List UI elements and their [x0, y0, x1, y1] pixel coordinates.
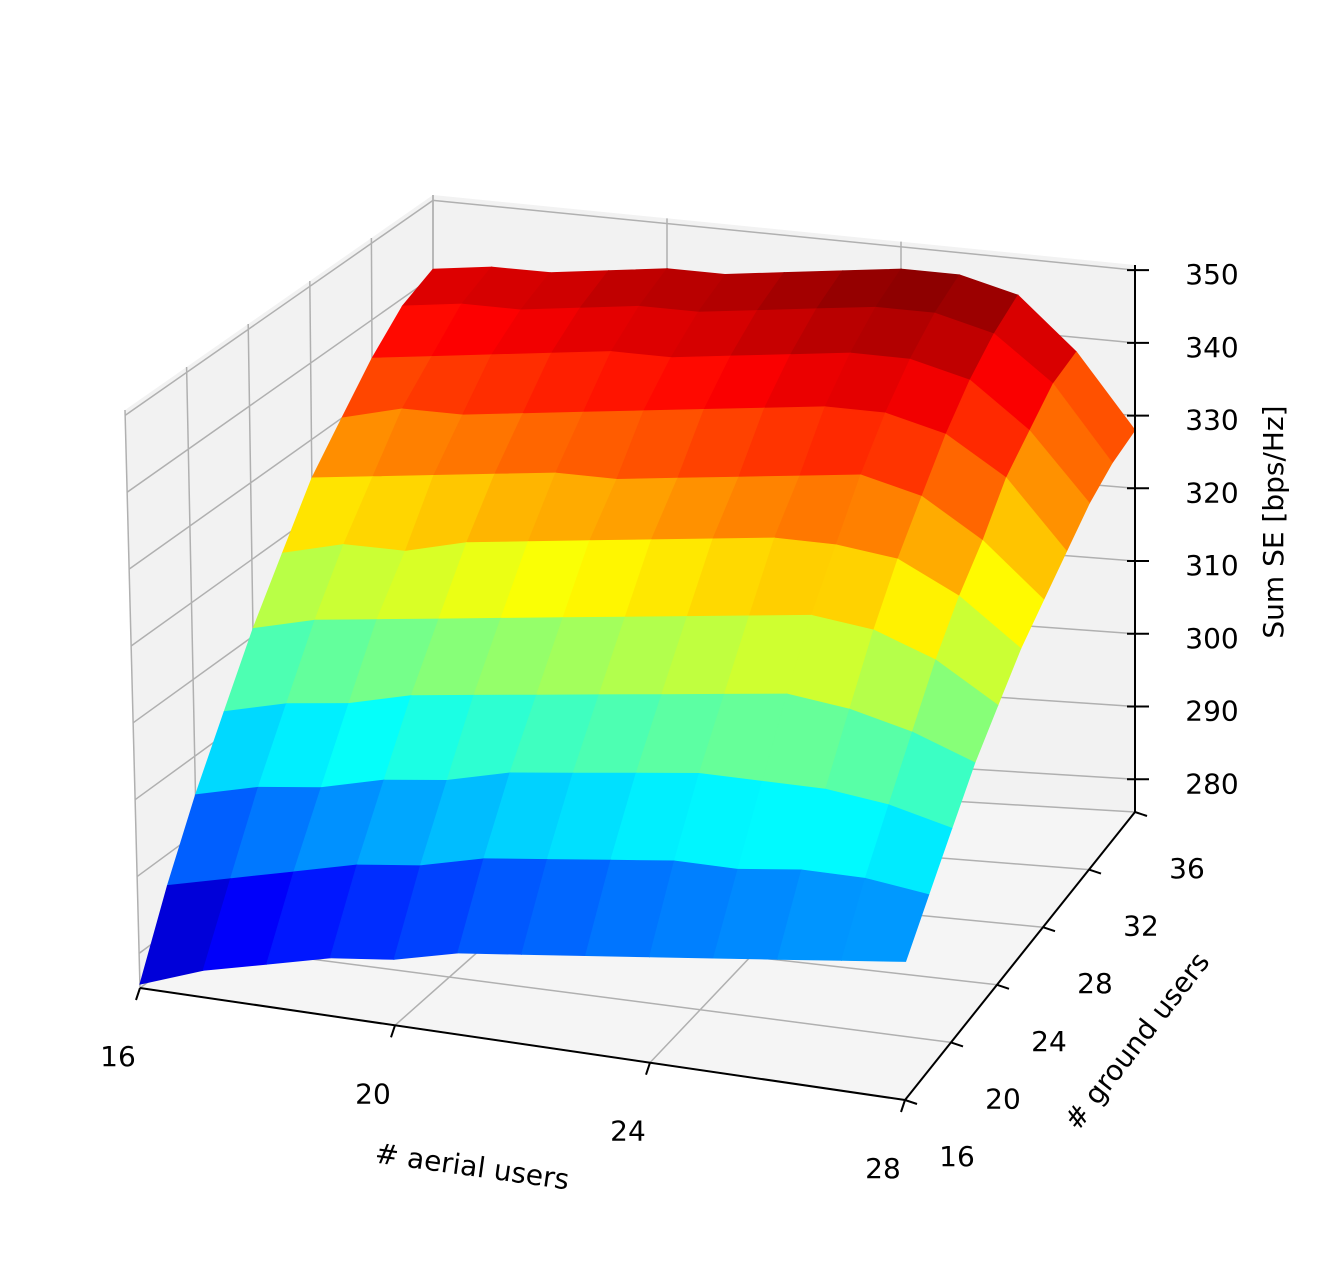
x-tick-label: 24 — [610, 1115, 646, 1148]
y-tick-label: 24 — [1031, 1025, 1067, 1058]
y-tick — [1042, 926, 1056, 933]
y-tick — [904, 1099, 918, 1105]
z-tick-label: 320 — [1185, 476, 1238, 509]
y-tick — [1088, 868, 1102, 875]
surface — [139, 266, 1136, 985]
x-tick — [645, 1062, 651, 1075]
z-tick-label: 280 — [1185, 767, 1238, 800]
z-tick-label: 330 — [1185, 404, 1238, 437]
axes: 16 20 24 28 16 20 24 28 32 36 280 290 300 310 320 330 34… — [100, 258, 1239, 1185]
x-axis-line — [139, 987, 906, 1101]
y-tick — [1134, 811, 1148, 817]
z-tick-label: 340 — [1185, 331, 1238, 364]
grid-line — [198, 943, 952, 1044]
x-tick — [390, 1025, 396, 1038]
surface-facet — [841, 877, 930, 962]
grid-line — [124, 199, 434, 416]
grid-line — [432, 199, 1136, 271]
x-tick-label: 16 — [100, 1040, 136, 1073]
z-tick-label: 300 — [1185, 622, 1238, 655]
z-tick-label: 310 — [1185, 549, 1238, 582]
x-tick-label: 20 — [355, 1077, 391, 1110]
x-tick — [135, 987, 141, 1001]
y-tick — [950, 1041, 964, 1048]
y-tick-label: 36 — [1169, 852, 1205, 885]
y-tick-label: 32 — [1123, 910, 1159, 943]
y-tick — [996, 983, 1010, 990]
x-tick-label: 28 — [865, 1152, 901, 1185]
x-tick — [900, 1099, 906, 1113]
z-tick-label: 350 — [1185, 258, 1238, 291]
grid-line — [124, 409, 141, 989]
grid-line — [126, 276, 434, 493]
y-tick-label: 28 — [1077, 967, 1113, 1000]
y-axis-line — [904, 811, 1136, 1101]
y-tick-label: 20 — [985, 1082, 1021, 1115]
z-axis-label: Sum SE [bps/Hz] — [1257, 405, 1290, 638]
y-tick-label: 16 — [939, 1140, 975, 1173]
z-tick-label: 290 — [1185, 695, 1238, 728]
